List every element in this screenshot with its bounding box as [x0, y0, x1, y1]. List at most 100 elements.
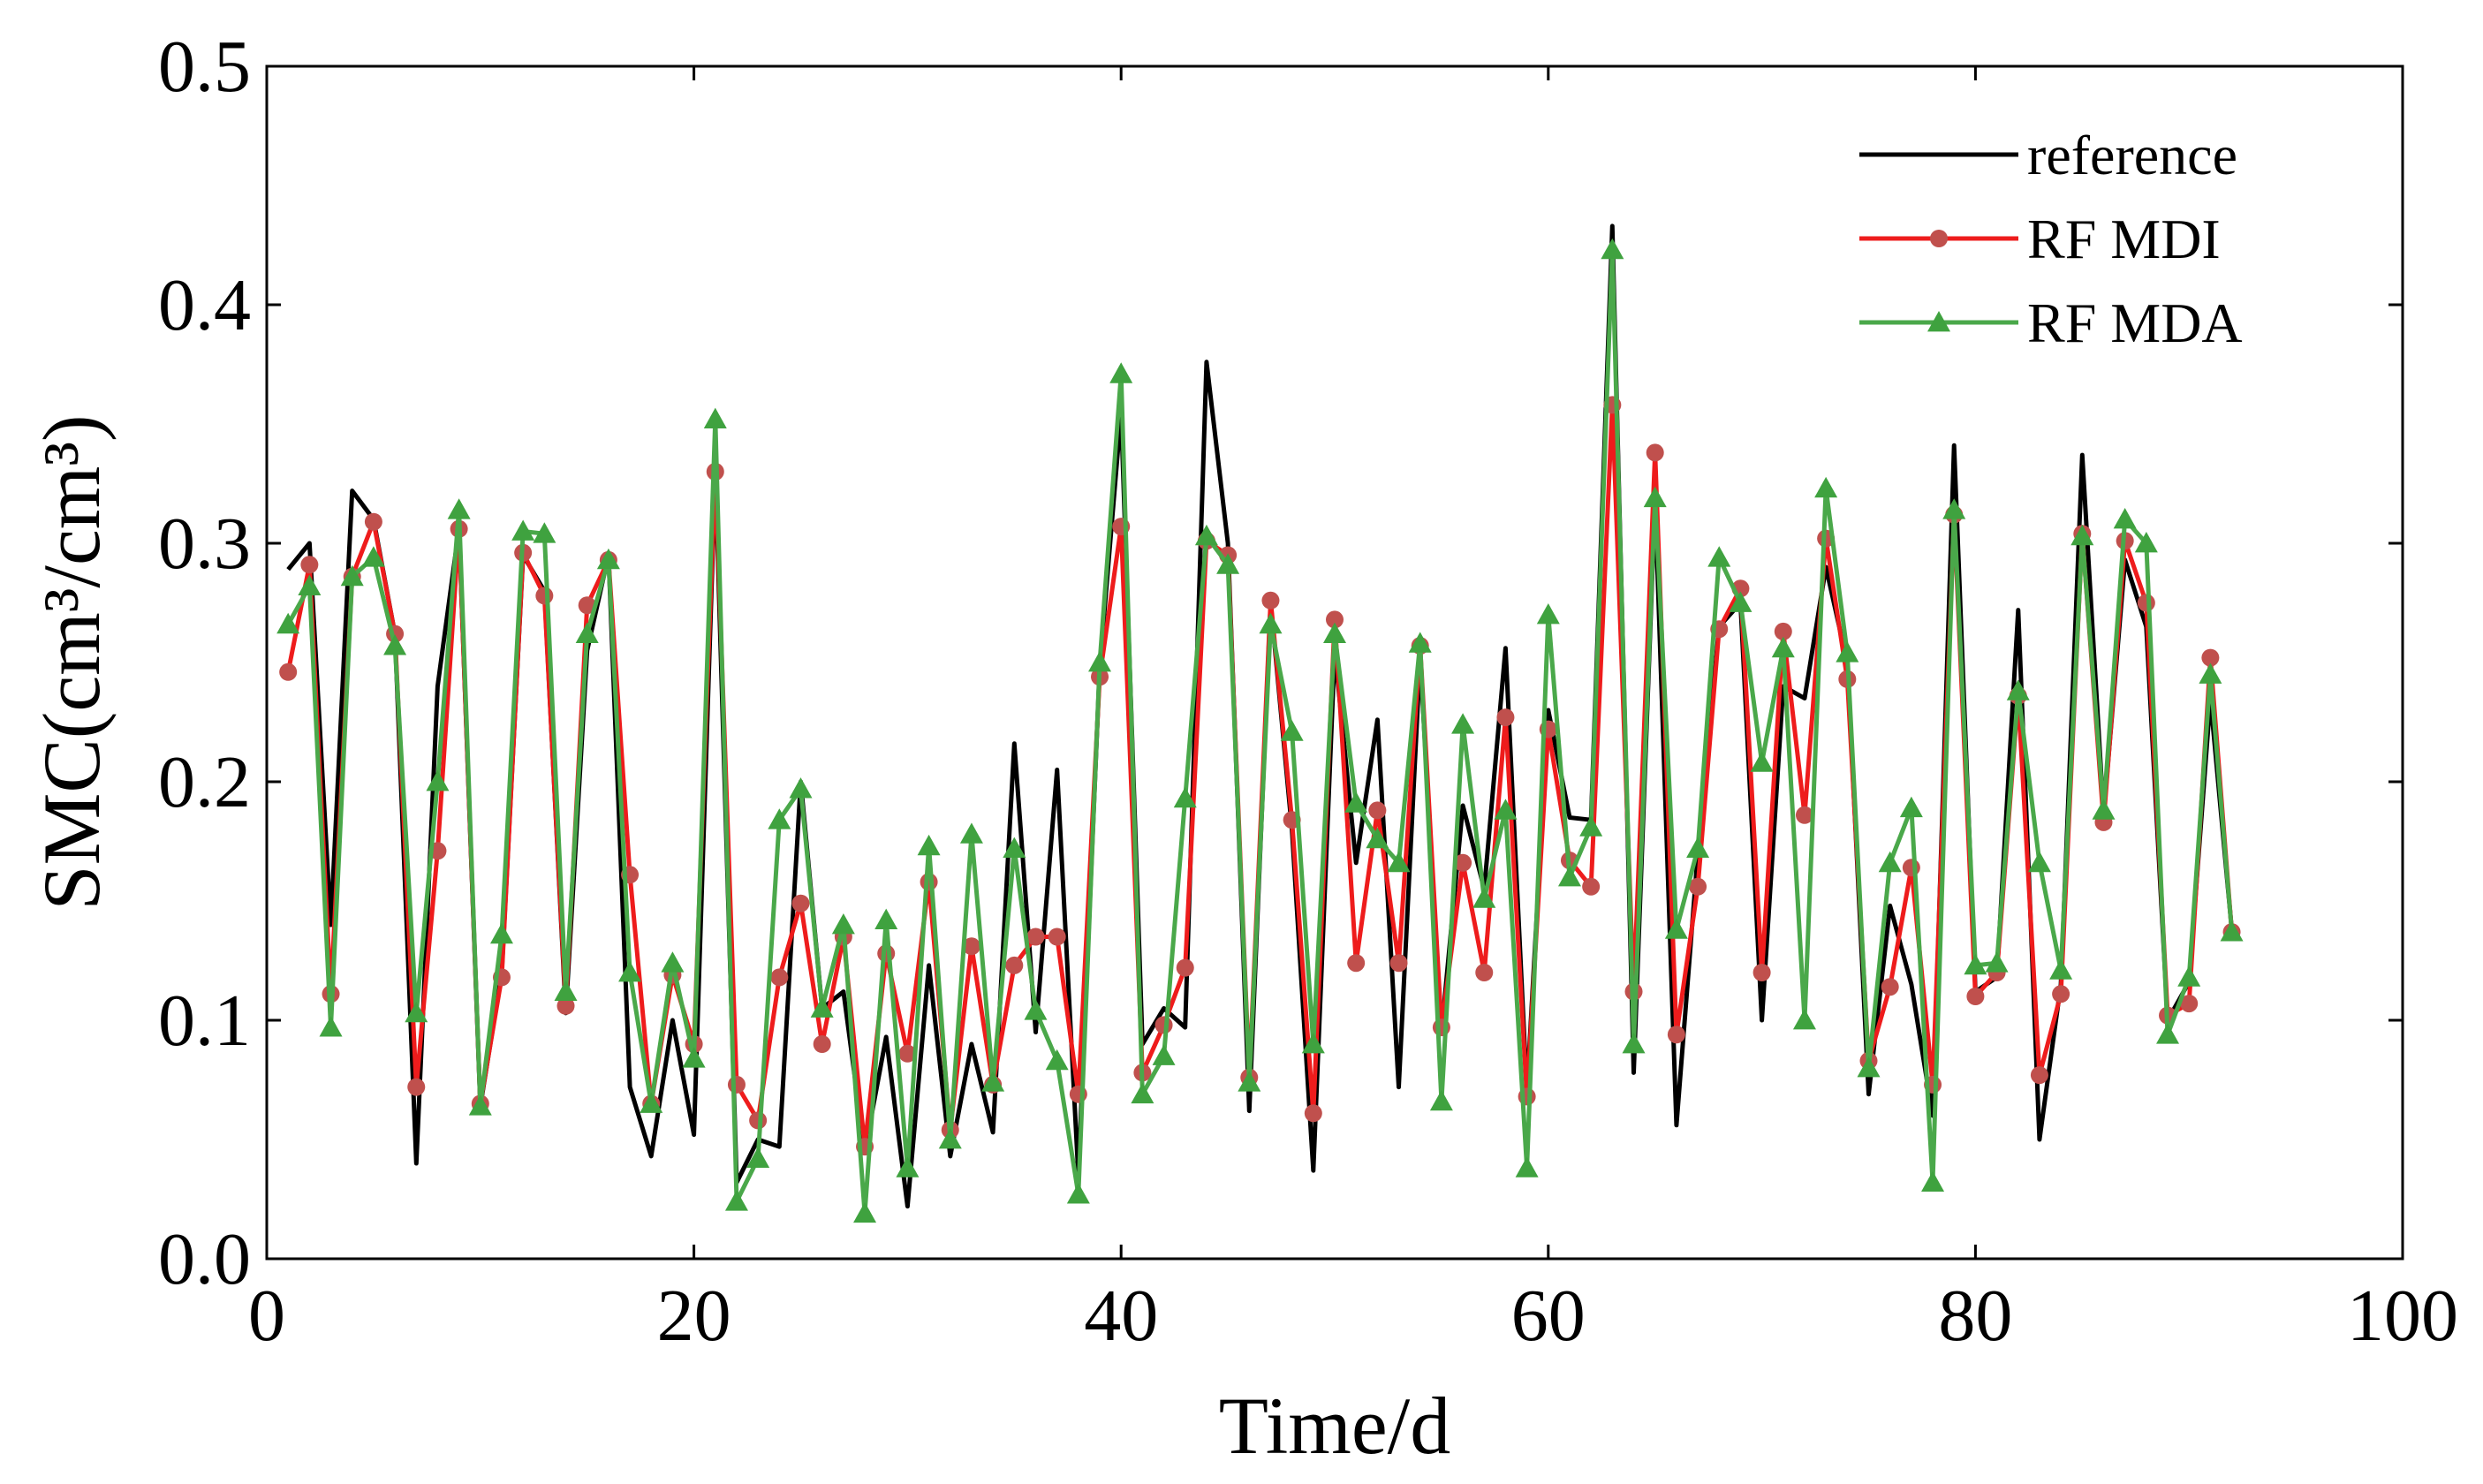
x-tick-label: 100: [2347, 1275, 2458, 1357]
legend-swatch-marker: [1930, 230, 1948, 247]
data-point: [1259, 612, 1283, 634]
data-point: [1194, 524, 1218, 546]
data-point: [1003, 837, 1026, 858]
data-point: [1494, 799, 1518, 820]
legend-label: RF MDA: [2027, 292, 2243, 354]
data-point: [1601, 238, 1624, 260]
data-point: [813, 1035, 831, 1053]
data-point: [554, 980, 578, 1001]
data-point: [1026, 928, 1045, 946]
data-point: [1176, 958, 1194, 977]
data-point: [361, 546, 385, 567]
data-point: [1429, 1089, 1453, 1111]
data-point: [1729, 591, 1752, 612]
data-point: [1881, 978, 1899, 996]
data-point: [1451, 713, 1475, 734]
data-point: [682, 1047, 706, 1068]
data-point: [727, 1075, 746, 1094]
legend-label: RF MDI: [2027, 208, 2221, 270]
data-point: [405, 1001, 428, 1023]
y-axis: 0.0 0.1 0.2 0.3 0.4 0.5: [158, 26, 2403, 1300]
data-point: [938, 1128, 962, 1149]
data-point: [1323, 622, 1346, 643]
data-point: [1152, 1044, 1176, 1065]
data-point: [1454, 853, 1472, 872]
data-point: [874, 908, 898, 929]
data-point: [1664, 918, 1688, 939]
data-point: [831, 913, 855, 935]
data-point: [1707, 546, 1731, 567]
data-point: [2006, 679, 2030, 700]
y-axis-label: SMC(cm³/cm³): [26, 414, 117, 910]
data-point: [578, 596, 596, 615]
data-point: [962, 937, 980, 956]
data-point: [1771, 636, 1795, 658]
series-layer: [276, 223, 2244, 1223]
data-point: [1902, 859, 1920, 877]
data-point: [2180, 995, 2199, 1013]
data-point: [1899, 796, 1923, 818]
data-point: [533, 522, 556, 543]
data-point: [1942, 498, 1966, 519]
data-point: [1814, 476, 1838, 498]
data-point: [1173, 786, 1197, 808]
x-axis: 0 20 40 60 80 100: [248, 66, 2458, 1357]
data-point: [1024, 999, 1048, 1020]
data-point: [724, 1190, 748, 1211]
data-point: [2030, 1066, 2048, 1085]
legend-item: RF MDI: [1859, 208, 2221, 270]
data-point: [1326, 610, 1344, 629]
data-point: [2199, 662, 2222, 684]
data-point: [853, 1201, 877, 1223]
x-tick-label: 40: [1084, 1275, 1158, 1357]
data-point: [279, 662, 298, 681]
data-point: [1643, 486, 1667, 508]
data-point: [640, 1092, 663, 1113]
data-point: [2052, 985, 2070, 1003]
legend: reference RF MDI RF MDA: [1859, 124, 2243, 354]
data-point: [1088, 651, 1112, 672]
data-point: [1387, 851, 1411, 873]
series-line: [286, 247, 2235, 1216]
data-point: [2177, 965, 2201, 987]
data-point: [917, 834, 941, 856]
data-point: [1686, 837, 1710, 858]
legend-swatch-marker: [1927, 311, 1950, 332]
legend-item: RF MDA: [1859, 292, 2243, 354]
data-point: [1752, 964, 1771, 981]
data-point: [407, 1078, 426, 1096]
data-point: [2027, 851, 2051, 873]
x-tick-label: 0: [248, 1275, 285, 1357]
data-point: [300, 556, 319, 574]
y-tick-label: 0.4: [158, 264, 251, 346]
data-point: [768, 808, 791, 829]
data-point: [2049, 958, 2073, 980]
data-point: [298, 574, 322, 595]
data-point: [1795, 806, 1813, 824]
data-point: [596, 548, 620, 570]
data-point: [2156, 1023, 2180, 1044]
data-point: [1515, 1156, 1539, 1177]
data-point: [340, 564, 364, 587]
data-point: [1557, 866, 1581, 887]
x-axis-label: Time/d: [1219, 1381, 1450, 1471]
data-point: [1582, 877, 1601, 896]
data-point: [1857, 1056, 1881, 1078]
data-point: [618, 961, 642, 982]
legend-label: reference: [2027, 124, 2237, 186]
data-point: [2134, 532, 2158, 553]
y-tick-label: 0.2: [158, 741, 251, 823]
data-point: [575, 622, 599, 643]
data-point: [1066, 1183, 1090, 1204]
data-point: [276, 612, 300, 634]
data-point: [426, 770, 450, 791]
x-tick-label: 80: [1938, 1275, 2012, 1357]
data-point: [1472, 887, 1496, 908]
data-point: [898, 1044, 917, 1063]
data-point: [468, 1094, 492, 1116]
data-point: [1646, 443, 1664, 462]
data-point: [959, 822, 983, 844]
legend-item: reference: [1859, 124, 2237, 186]
data-point: [791, 894, 810, 912]
data-point: [1774, 622, 1792, 640]
